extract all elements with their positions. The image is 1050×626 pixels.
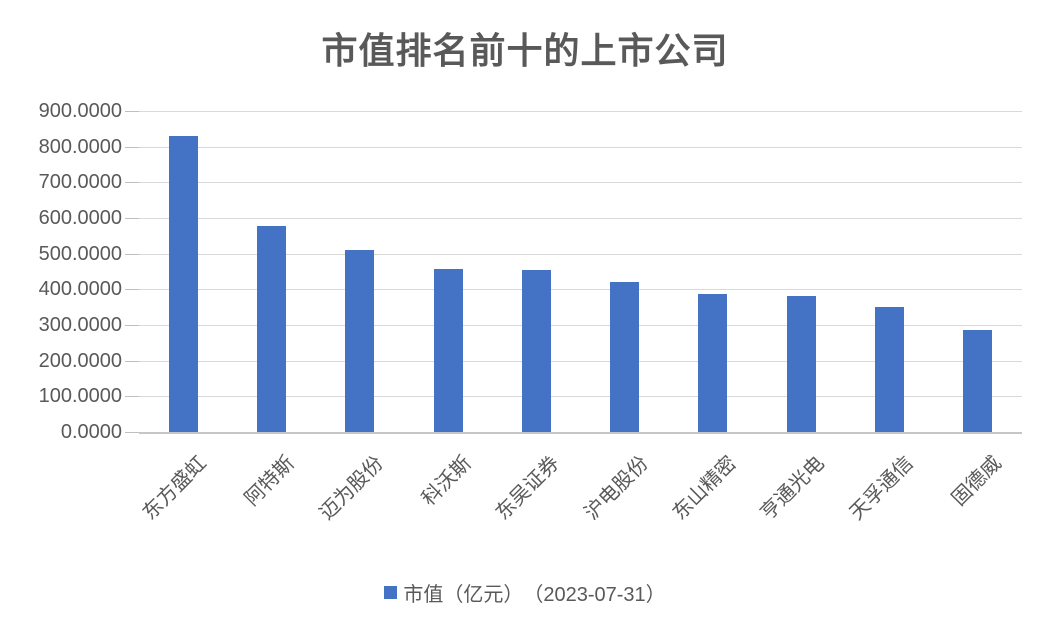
x-axis-line	[139, 432, 1022, 434]
gridline-y-500	[139, 254, 1022, 255]
ytick-label-500: 500.0000	[38, 243, 122, 265]
gridline-y-100	[139, 396, 1022, 397]
gridline-y-800	[139, 147, 1022, 148]
bar-东吴证券	[522, 270, 551, 432]
bar-科沃斯	[434, 269, 463, 432]
ytick-label-0: 0.0000	[60, 421, 122, 443]
legend-series-label: 市值（亿元） （2023-07-31）	[403, 584, 666, 606]
bar-东山精密	[698, 294, 727, 432]
chart-title: 市值排名前十的上市公司	[321, 30, 729, 71]
gridline-y-600	[139, 218, 1022, 219]
xtick-label-固德威: 固德威	[947, 452, 1006, 511]
ytick-mark-700	[125, 182, 139, 183]
ytick-mark-500	[125, 254, 139, 255]
ytick-label-900: 900.0000	[38, 100, 122, 122]
bar-东方盛虹	[169, 136, 198, 432]
gridline-y-200	[139, 361, 1022, 362]
ytick-mark-800	[125, 147, 139, 148]
bar-迈为股份	[345, 250, 374, 432]
bar-天孚通信	[875, 307, 904, 432]
gridline-y-700	[139, 182, 1022, 183]
ytick-mark-0	[125, 432, 139, 433]
xtick-label-阿特斯: 阿特斯	[240, 452, 299, 511]
ytick-label-700: 700.0000	[38, 171, 122, 193]
xtick-label-东方盛虹: 东方盛虹	[138, 452, 211, 525]
ytick-mark-200	[125, 361, 139, 362]
ytick-mark-900	[125, 111, 139, 112]
xtick-label-沪电股份: 沪电股份	[580, 452, 653, 525]
ytick-mark-600	[125, 218, 139, 219]
ytick-label-400: 400.0000	[38, 278, 122, 300]
ytick-label-600: 600.0000	[38, 207, 122, 229]
legend: 市值（亿元） （2023-07-31）	[0, 578, 1050, 607]
ytick-label-100: 100.0000	[38, 385, 122, 407]
legend-marker-swatch	[384, 586, 398, 599]
ytick-mark-100	[125, 396, 139, 397]
bar-阿特斯	[257, 226, 286, 432]
gridline-y-300	[139, 325, 1022, 326]
xtick-label-亨通光电: 亨通光电	[756, 452, 829, 525]
xtick-label-天孚通信: 天孚通信	[845, 452, 918, 525]
ytick-label-200: 200.0000	[38, 350, 122, 372]
gridline-y-400	[139, 289, 1022, 290]
xtick-label-东山精密: 东山精密	[668, 452, 741, 525]
xtick-label-科沃斯: 科沃斯	[417, 452, 476, 511]
ytick-label-300: 300.0000	[38, 314, 122, 336]
ytick-mark-400	[125, 289, 139, 290]
ytick-label-800: 800.0000	[38, 136, 122, 158]
ytick-mark-300	[125, 325, 139, 326]
xtick-label-迈为股份: 迈为股份	[315, 452, 388, 525]
xtick-label-东吴证券: 东吴证券	[491, 452, 564, 525]
gridline-y-900	[139, 111, 1022, 112]
bar-亨通光电	[787, 296, 816, 432]
bar-沪电股份	[610, 282, 639, 432]
bar-固德威	[963, 330, 992, 432]
